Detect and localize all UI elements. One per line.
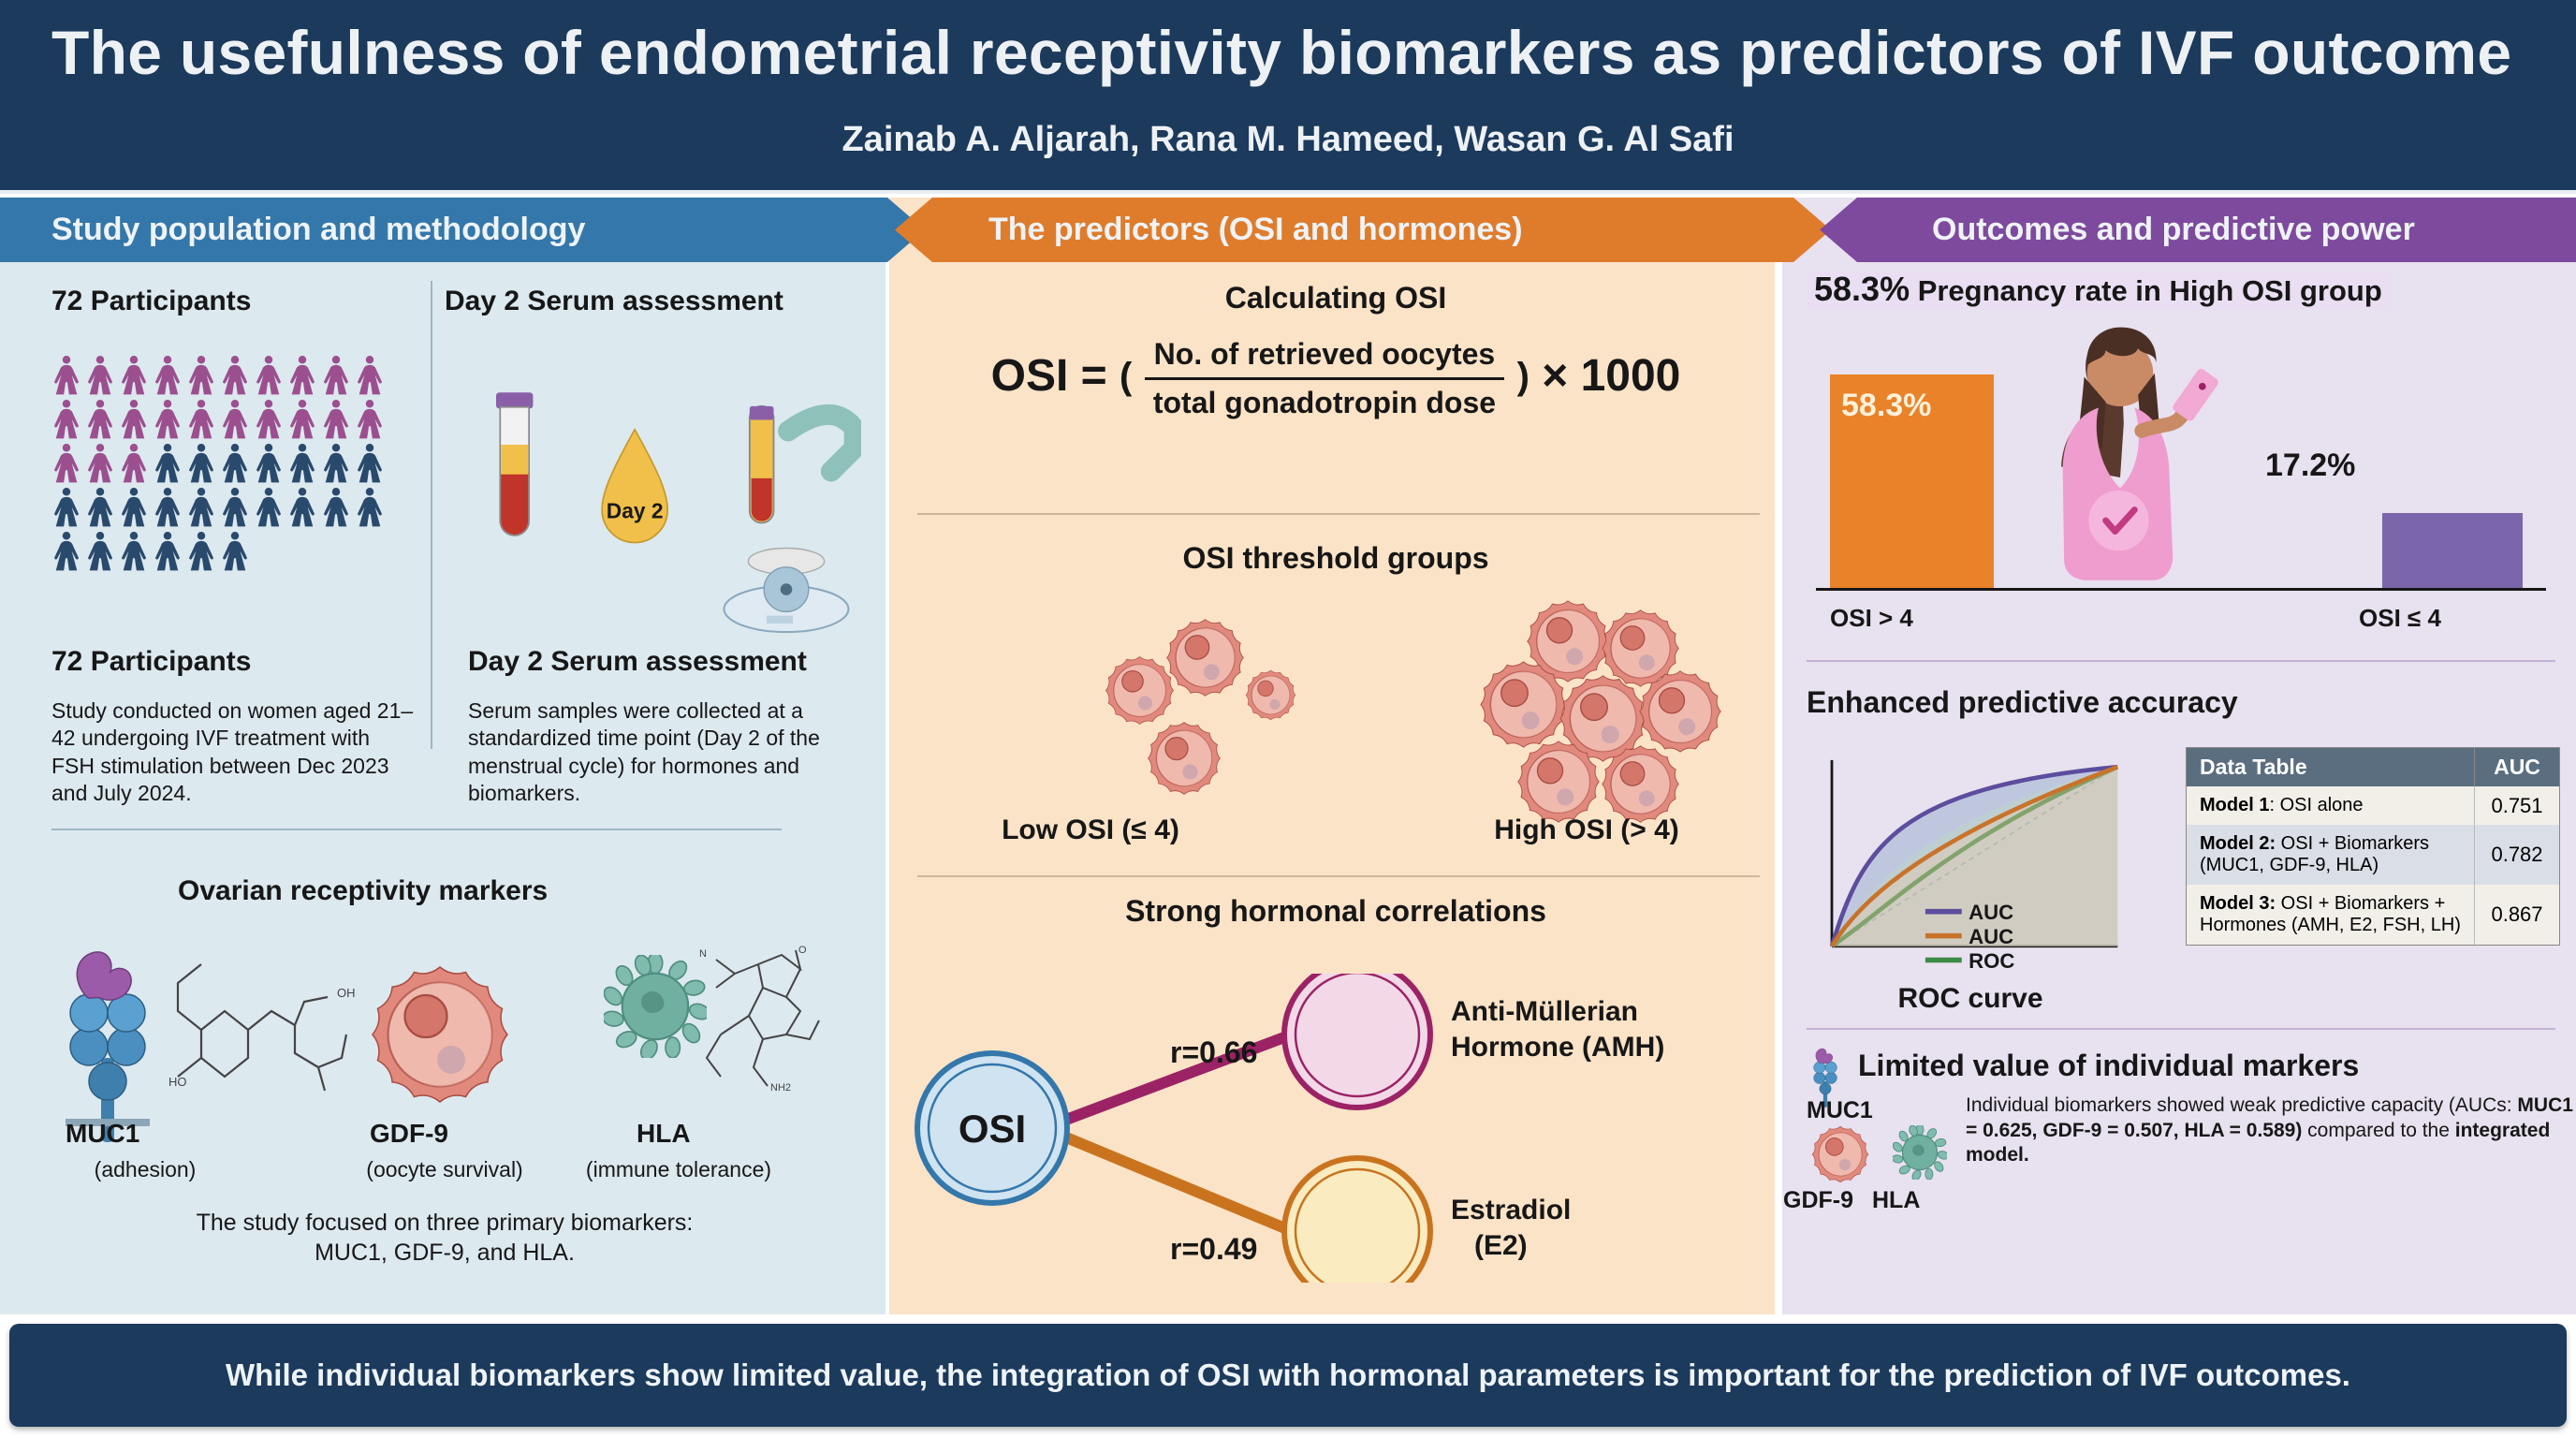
svg-text:O: O bbox=[798, 946, 807, 956]
svg-text:OSI: OSI bbox=[959, 1107, 1026, 1151]
svg-text:Hormone (AMH): Hormone (AMH) bbox=[1451, 1032, 1664, 1063]
svg-text:ROC: ROC bbox=[1969, 949, 2014, 973]
svg-text:AUC: AUC bbox=[1969, 925, 2013, 948]
svg-text:Day 2: Day 2 bbox=[607, 498, 664, 522]
svg-text:OH: OH bbox=[337, 986, 356, 1000]
svg-text:NH2: NH2 bbox=[770, 1082, 791, 1093]
svg-text:N: N bbox=[699, 948, 707, 960]
svg-text:AUC: AUC bbox=[1969, 901, 2013, 924]
svg-text:(E2): (E2) bbox=[1474, 1230, 1528, 1261]
svg-text:r=0.66: r=0.66 bbox=[1170, 1035, 1257, 1069]
svg-text:r=0.49: r=0.49 bbox=[1170, 1232, 1257, 1266]
svg-text:Anti-Müllerian: Anti-Müllerian bbox=[1451, 996, 1638, 1027]
svg-text:HO: HO bbox=[168, 1075, 187, 1089]
svg-text:Estradiol: Estradiol bbox=[1451, 1195, 1571, 1225]
